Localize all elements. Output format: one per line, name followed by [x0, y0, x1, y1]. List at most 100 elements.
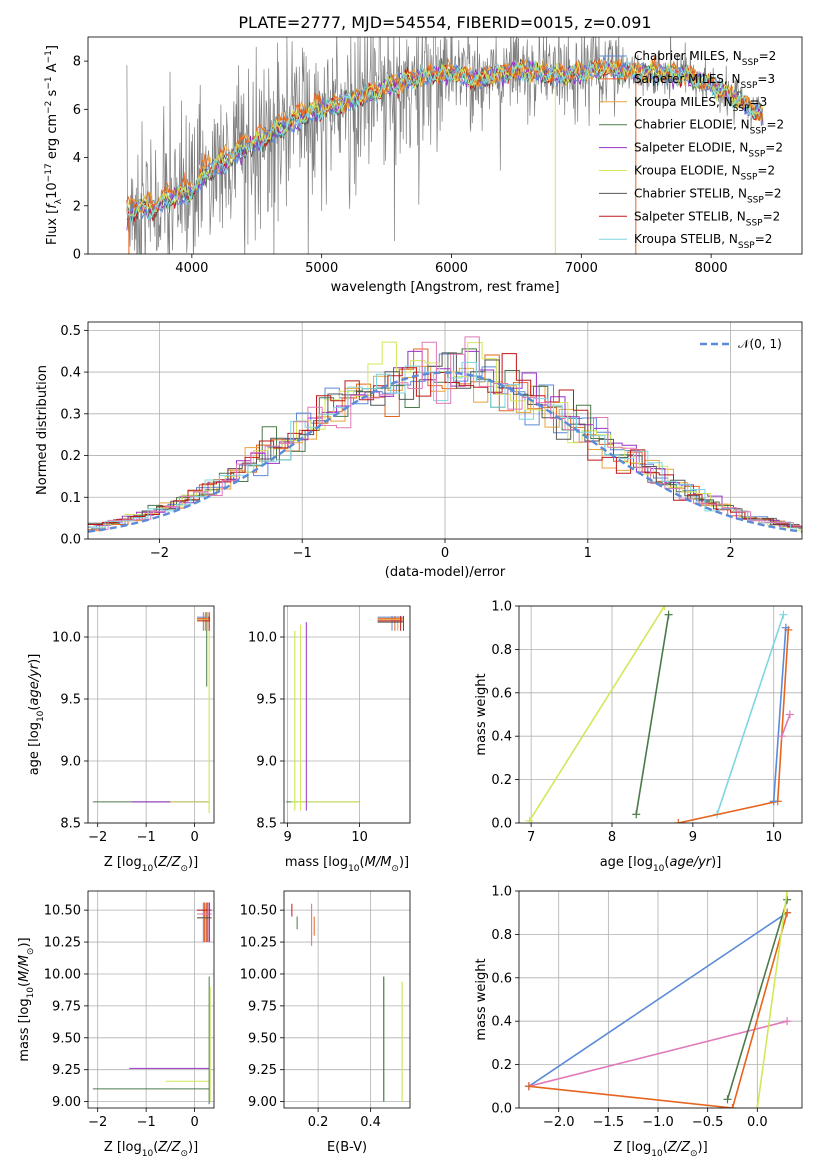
histogram-step-line — [88, 353, 802, 528]
plot-area — [92, 902, 212, 1105]
plot-area — [286, 615, 405, 811]
axes-frame — [87, 605, 215, 824]
histogram-step-line — [88, 352, 802, 529]
x-tick-label: −1 — [137, 830, 156, 845]
y-tick-label: 9.00 — [248, 1095, 277, 1110]
y-tick-label: 9.0 — [256, 755, 277, 770]
spectrum-plot-area — [126, 37, 764, 254]
y-tick-label: 8 — [73, 55, 81, 70]
x-tick-label: −2 — [88, 1115, 107, 1130]
model-spectrum-line — [126, 59, 763, 217]
y-tick-label: 0.5 — [60, 324, 81, 339]
residual-histogram-panel: −2 −1 0 1 2 0.0 0.1 0.2 0.3 0.4 0.5 (data-model)/er… — [35, 321, 803, 580]
y-tick-label: 10.0 — [248, 631, 277, 646]
y-tick-label: 0.2 — [60, 449, 81, 464]
series-line — [528, 912, 788, 1087]
series-line — [528, 1020, 788, 1088]
mass-vs-reddening-panel: 0.2 0.4 9.00 9.25 9.50 9.75 10.00 10.25 10.50 E(B… — [240, 890, 411, 1155]
y-tick-label: 0.6 — [491, 686, 512, 701]
legend-entry: Kroupa ELODIE, NSSP=2 — [634, 164, 775, 183]
series-line — [781, 714, 791, 737]
legend-entry: Kroupa MILES, NSSP=3 — [634, 95, 767, 114]
axes-frame — [87, 321, 803, 540]
y-tick-label: 10.25 — [240, 936, 277, 951]
y-tick-label: 9.5 — [60, 693, 81, 708]
x-axis-label: Z [log10(Z/Z⊙)] — [104, 1140, 198, 1159]
x-tick-label: 1 — [584, 546, 592, 561]
axes-frame — [87, 890, 215, 1109]
axes-frame — [518, 890, 803, 1109]
y-tick-label: 9.25 — [52, 1063, 81, 1078]
y-tick-label: 9.0 — [60, 755, 81, 770]
y-tick-label: 0.0 — [491, 1102, 512, 1117]
y-tick-label: 0.4 — [491, 730, 512, 745]
x-tick-label: 10 — [765, 830, 782, 845]
legend-entry: Salpeter STELIB, NSSP=2 — [634, 209, 780, 228]
y-tick-label: 0 — [73, 248, 81, 263]
mass-weight-vs-age-panel: 7 8 9 10 0.0 0.2 0.4 0.6 0.8 1.0 age [log10(age/yr… — [474, 600, 803, 874]
plot-area — [524, 891, 792, 1108]
y-tick-label: 0.4 — [60, 366, 81, 381]
x-tick-label: −2 — [88, 830, 107, 845]
age-vs-mass-panel: 9 10 8.5 9.0 9.5 10.0 mass [log10(M/M⊙)] — [248, 605, 411, 874]
y-tick-label: 9.00 — [52, 1095, 81, 1110]
spectrum-panel: 4000 5000 6000 7000 8000 0 2 4 6 8 wavelength [Ang… — [44, 36, 803, 295]
y-tick-label: 0.8 — [491, 643, 512, 658]
x-axis-label: Z [log10(Z/Z⊙)] — [104, 855, 198, 874]
x-tick-label: 8000 — [695, 261, 728, 276]
age-vs-metallicity-panel: −2 −1 0 8.5 9.0 9.5 10.0 Z [log10(Z/Z⊙)] age [lo… — [27, 605, 215, 874]
y-axis-label: mass weight — [474, 958, 489, 1040]
y-axis-label: mass [log10(M/M⊙)] — [17, 937, 36, 1061]
y-tick-label: 1.0 — [491, 885, 512, 900]
model-spectrum-line — [126, 59, 763, 224]
y-axis-label: mass weight — [474, 673, 489, 755]
y-tick-label: 0.0 — [60, 533, 81, 548]
legend-entry: 𝒩(0, 1) — [738, 337, 782, 351]
x-tick-label: 9 — [283, 830, 291, 845]
plot-area — [525, 606, 794, 823]
x-axis-label: (data-model)/error — [385, 565, 506, 580]
x-tick-label: −1.5 — [593, 1115, 625, 1130]
histogram-step-line — [88, 348, 802, 531]
series-line — [716, 614, 785, 815]
histogram-plot-area — [88, 336, 802, 533]
y-tick-label: 9.50 — [52, 1031, 81, 1046]
legend-entry: Chabrier STELIB, NSSP=2 — [634, 186, 782, 205]
figure-title: PLATE=2777, MJD=54554, FIBERID=0015, z=0… — [238, 13, 651, 32]
y-tick-label: 9.50 — [248, 1031, 277, 1046]
axes-frame — [283, 890, 411, 1109]
y-tick-label: 9.25 — [248, 1063, 277, 1078]
x-tick-label: −0.5 — [692, 1115, 724, 1130]
x-tick-label: 0.0 — [747, 1115, 768, 1130]
x-tick-label: 0 — [190, 1115, 198, 1130]
y-tick-label: 0.4 — [491, 1015, 512, 1030]
y-tick-label: 0.3 — [60, 407, 81, 422]
y-tick-label: 10.00 — [44, 967, 81, 982]
y-tick-label: 0.2 — [491, 773, 512, 788]
legend-entry: Salpeter MILES, NSSP=3 — [634, 72, 775, 91]
series-line — [756, 891, 788, 1108]
mass-vs-metallicity-panel: −2 −1 0 9.00 9.25 9.50 9.75 10.00 10.25 10.50 Z [l… — [17, 890, 215, 1159]
histogram-step-line — [90, 361, 802, 529]
mass-weight-vs-metallicity-panel: −2.0 −1.5 −1.0 −0.5 0.0 0.0 0.2 0.4 0.6 0.8 1.0 Z [… — [474, 885, 803, 1159]
y-tick-label: 1.0 — [491, 600, 512, 615]
x-tick-label: 0 — [190, 830, 198, 845]
y-tick-label: 10.00 — [240, 967, 277, 982]
x-tick-label: 0.2 — [308, 1115, 329, 1130]
x-tick-label: 10 — [351, 830, 368, 845]
x-tick-label: −1 — [293, 546, 312, 561]
y-tick-label: 4 — [73, 151, 81, 166]
legend-entry: Salpeter ELODIE, NSSP=2 — [634, 141, 783, 160]
axes-frame — [518, 605, 803, 824]
x-tick-label: 5000 — [305, 261, 338, 276]
x-tick-label: −1 — [137, 1115, 156, 1130]
y-tick-label: 0.2 — [491, 1058, 512, 1073]
legend-entry: Kroupa STELIB, NSSP=2 — [634, 232, 772, 251]
x-tick-label: 0.4 — [360, 1115, 381, 1130]
x-tick-label: −2 — [150, 546, 169, 561]
axes-frame — [283, 605, 411, 824]
legend-entry: Chabrier MILES, NSSP=2 — [634, 49, 776, 68]
x-tick-label: 6000 — [435, 261, 468, 276]
series-line — [528, 912, 788, 1108]
legend-entry: Chabrier ELODIE, NSSP=2 — [634, 118, 784, 137]
